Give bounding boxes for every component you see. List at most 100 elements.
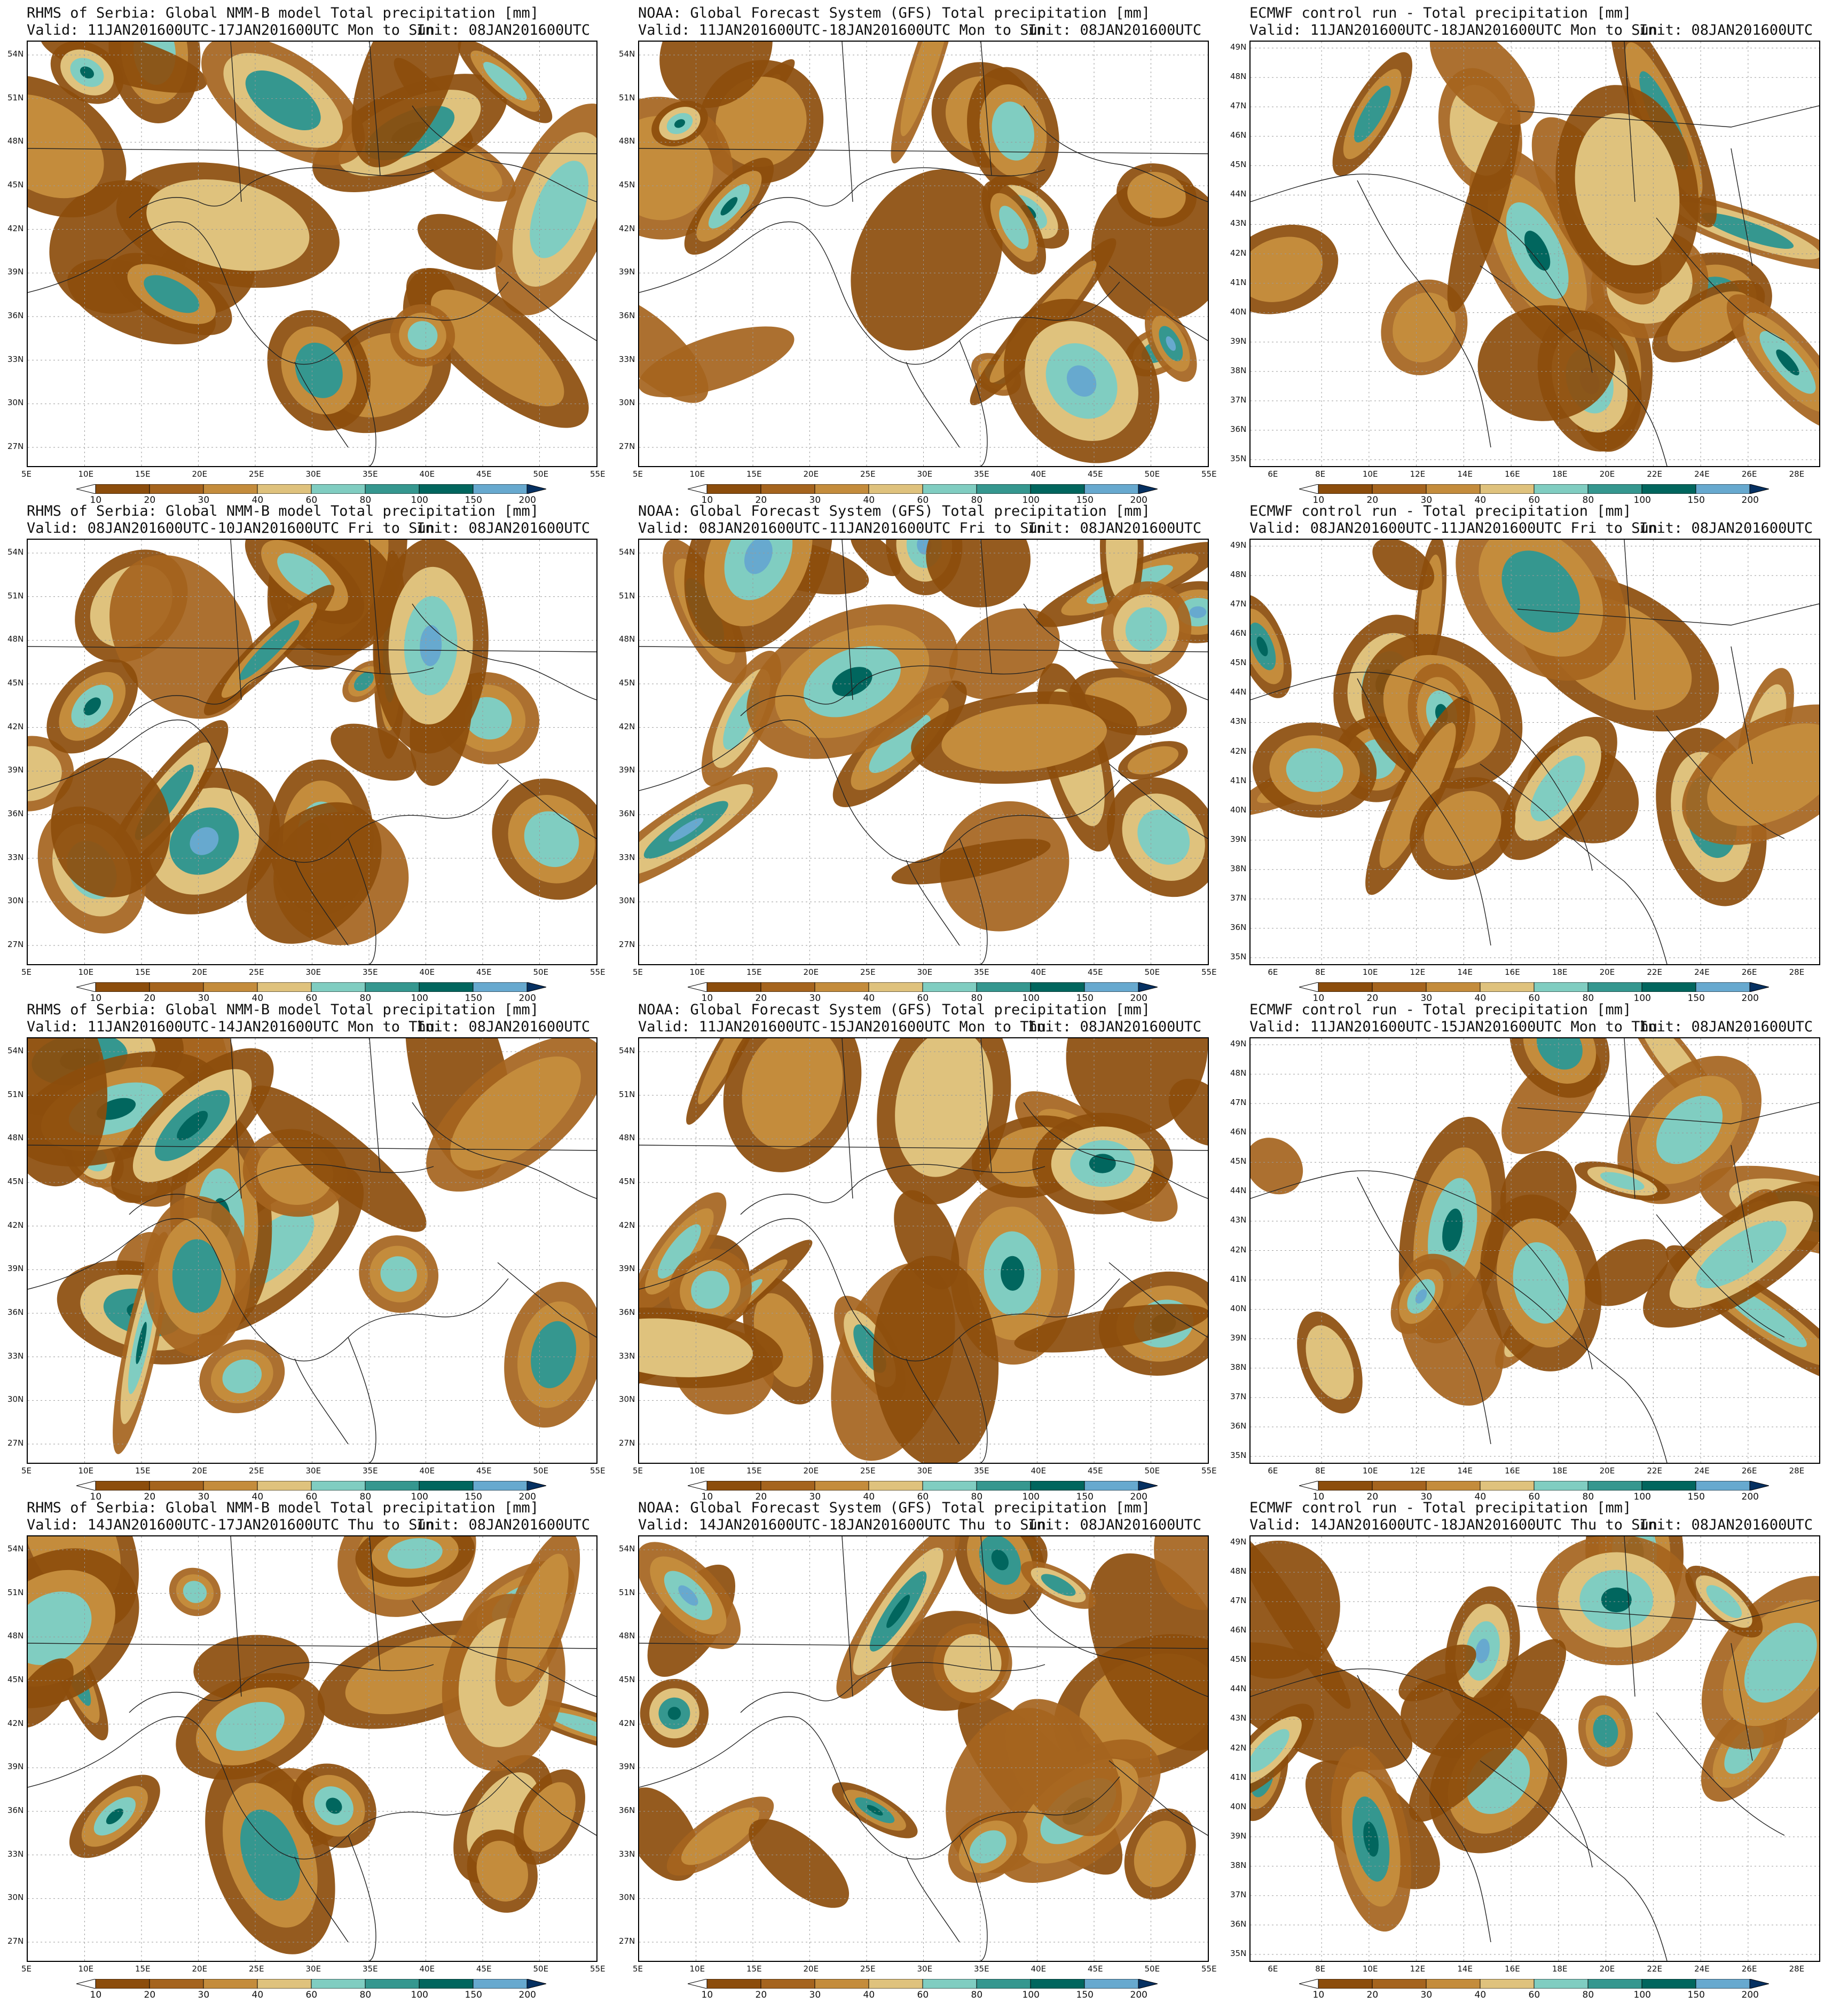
map-frame — [638, 41, 1209, 467]
colorbar-segment — [976, 1979, 1031, 1989]
y-tick-label: 45N — [619, 678, 635, 688]
colorbar-max-arrow — [1138, 982, 1158, 992]
y-tick-label: 41N — [1230, 1772, 1247, 1782]
init-time: Init: 08JAN201600UTC — [1028, 520, 1202, 537]
y-tick-label: 46N — [1230, 628, 1247, 638]
colorbar-label: 150 — [1687, 993, 1705, 1004]
y-tick-label: 40N — [1230, 805, 1247, 815]
x-tick-label: 5E — [633, 967, 643, 977]
y-tick-label: 43N — [1230, 716, 1247, 727]
colorbar-label: 150 — [1076, 1990, 1094, 2000]
precip-contour — [1601, 1587, 1632, 1613]
y-tick-label: 40N — [1230, 1303, 1247, 1313]
colorbar-label: 60 — [305, 1492, 318, 1502]
y-tick-label: 48N — [7, 1631, 24, 1641]
colorbar-segment — [922, 1979, 977, 1989]
coastline-border — [129, 1164, 434, 1215]
x-tick-label: 10E — [78, 967, 94, 977]
x-tick-label: 45E — [1088, 1964, 1103, 1974]
map-frame — [27, 1535, 597, 1962]
colorbar-label: 60 — [917, 1990, 929, 2000]
colorbar-segment — [203, 1481, 257, 1491]
coastline-border — [348, 340, 376, 466]
precip-contour — [1306, 1325, 1354, 1400]
colorbar-label: 10 — [1312, 1492, 1325, 1502]
colorbar-min-arrow — [687, 982, 707, 992]
colorbar-max-arrow — [1749, 982, 1769, 992]
colorbar-segment — [473, 1979, 527, 1989]
colorbar-label: 20 — [1366, 1990, 1379, 2000]
x-tick-label: 8E — [1315, 469, 1326, 479]
colorbar-segment — [203, 982, 257, 992]
coastline-border — [1023, 105, 1208, 202]
colorbar-label: 200 — [1130, 1990, 1147, 2000]
y-tick-label: 35N — [1230, 952, 1247, 961]
colorbar-label: 10 — [90, 1990, 102, 2000]
colorbar-label: 150 — [1076, 993, 1094, 1004]
y-tick-label: 37N — [1230, 1889, 1247, 1899]
coastline-border — [1251, 174, 1593, 373]
y-tick-label: 48N — [619, 136, 635, 146]
coastline-border — [412, 1600, 596, 1697]
y-tick-label: 48N — [7, 634, 24, 644]
coastline-border — [740, 665, 1045, 716]
coastline-border — [842, 42, 853, 202]
x-tick-label: 26E — [1741, 967, 1757, 977]
precip-contour — [1409, 1639, 1567, 1822]
coastline-border — [906, 1856, 960, 1943]
colorbar-segment — [311, 1979, 365, 1989]
x-tick-label: 16E — [1505, 967, 1520, 977]
colorbar-label: 100 — [1633, 1990, 1651, 2000]
x-tick-label: 22E — [1647, 1964, 1662, 1974]
coastline-border — [842, 1536, 853, 1697]
precip-contour — [523, 1782, 576, 1852]
coastline-border — [497, 1760, 596, 1836]
y-tick-label: 36N — [619, 1805, 635, 1815]
colorbar-label: 40 — [1474, 993, 1487, 1004]
y-tick-label: 38N — [1230, 365, 1247, 375]
x-tick-label: 12E — [1410, 1466, 1426, 1476]
y-tick-label: 42N — [619, 223, 635, 233]
precip-contour — [177, 1110, 208, 1140]
x-tick-label: 35E — [363, 1964, 378, 1974]
y-tick-label: 27N — [7, 441, 24, 451]
y-tick-label: 48N — [7, 1133, 24, 1143]
precip-contour — [749, 1819, 850, 1908]
colorbar — [687, 1979, 1158, 1989]
colorbar-label: 100 — [411, 1492, 428, 1502]
colorbar-label: 80 — [971, 993, 983, 1004]
x-tick-label: 10E — [78, 1466, 94, 1476]
x-tick-label: 22E — [1647, 1466, 1662, 1476]
y-tick-label: 45N — [1230, 1654, 1247, 1665]
precip-contour — [1584, 1239, 1669, 1306]
valid-period: Valid: 14JAN201600UTC-18JAN201600UTC Thu… — [1249, 1517, 1658, 1533]
precip-contour — [969, 1830, 1006, 1864]
x-tick-label: 55E — [590, 469, 605, 479]
coastline-border — [1108, 1262, 1208, 1338]
precip-contour — [691, 1271, 729, 1309]
colorbar-label: 80 — [1582, 993, 1594, 1004]
colorbar-segment — [1587, 1979, 1642, 1989]
y-tick-label: 37N — [1230, 1391, 1247, 1401]
coastline-border — [412, 105, 596, 202]
colorbar-min-arrow — [76, 1979, 96, 1989]
y-tick-label: 45N — [7, 1177, 24, 1186]
y-tick-label: 42N — [619, 1220, 635, 1230]
y-tick-label: 38N — [1230, 1362, 1247, 1372]
precip-contour — [943, 1634, 1002, 1693]
x-tick-label: 20E — [803, 967, 819, 977]
colorbar-segment — [1372, 1979, 1426, 1989]
x-tick-label: 5E — [633, 1466, 643, 1476]
colorbar-max-arrow — [526, 1979, 546, 1989]
coastline-border — [28, 1716, 509, 1860]
precip-contour — [657, 1224, 701, 1279]
y-tick-label: 39N — [1230, 1332, 1247, 1343]
x-tick-label: 18E — [1552, 469, 1568, 479]
precip-contour — [420, 625, 442, 666]
precip-contour — [506, 1553, 569, 1683]
coastline-border — [959, 340, 988, 466]
x-tick-label: 26E — [1741, 1466, 1757, 1476]
colorbar-label: 20 — [1366, 993, 1379, 1004]
colorbar — [687, 982, 1158, 992]
x-tick-label: 22E — [1647, 967, 1662, 977]
